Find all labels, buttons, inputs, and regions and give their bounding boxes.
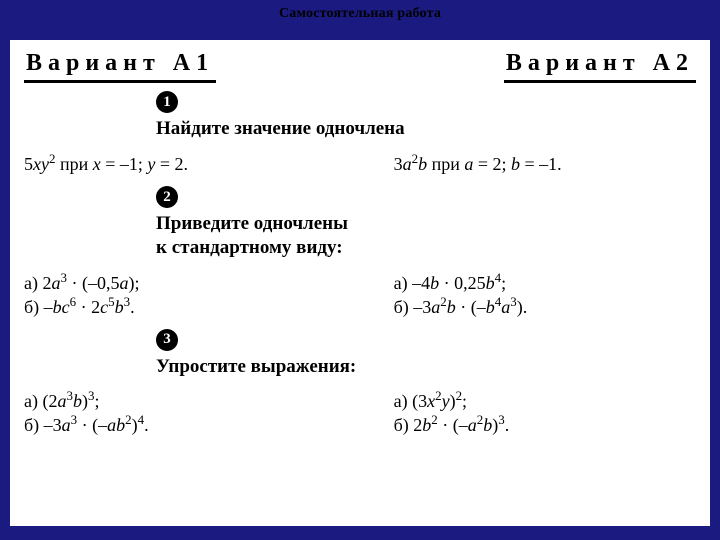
variant-right-title: Вариант А2	[504, 48, 696, 83]
section-1-right: 3a2b при a = 2; b = –1.	[394, 151, 696, 178]
expr: 3a2b при a = 2; b = –1.	[394, 154, 696, 175]
section-2-question: Приведите одночленык стандартному виду:	[156, 212, 696, 260]
section-3-left: а) (2a3b)3; б) –3a3 · (–ab2)4.	[24, 388, 394, 439]
variant-row: Вариант А1 Вариант А2	[24, 48, 696, 83]
section-3-marker: 3	[156, 329, 178, 351]
expr: а) (3x2y)2;	[394, 391, 696, 412]
expr: б) –bc6 · 2c5b3.	[24, 297, 394, 318]
section-2: 2 Приведите одночленык стандартному виду…	[24, 184, 696, 321]
slide-title: Самостоятельная работа	[279, 6, 441, 21]
worksheet-sheet: Вариант А1 Вариант А2 1 Найдите значение…	[10, 40, 710, 526]
section-1: 1 Найдите значение одночлена 5xy2 при x …	[24, 89, 696, 178]
expr: а) –4b · 0,25b4;	[394, 273, 696, 294]
expr: б) –3a3 · (–ab2)4.	[24, 415, 394, 436]
section-1-question: Найдите значение одночлена	[156, 117, 696, 141]
expr: 5xy2 при x = –1; y = 2.	[24, 154, 394, 175]
section-1-body: 5xy2 при x = –1; y = 2. 3a2b при a = 2; …	[24, 151, 696, 178]
expr: а) (2a3b)3;	[24, 391, 394, 412]
section-1-marker: 1	[156, 91, 178, 113]
variant-left-title: Вариант А1	[24, 48, 216, 83]
section-3: 3 Упростите выражения: а) (2a3b)3; б) –3…	[24, 327, 696, 440]
expr: б) –3a2b · (–b4a3).	[394, 297, 696, 318]
expr: а) 2a3 · (–0,5a);	[24, 273, 394, 294]
slide-container: Самостоятельная работа Вариант А1 Вариан…	[0, 0, 720, 540]
section-1-left: 5xy2 при x = –1; y = 2.	[24, 151, 394, 178]
section-2-right: а) –4b · 0,25b4; б) –3a2b · (–b4a3).	[394, 270, 696, 321]
section-2-left: а) 2a3 · (–0,5a); б) –bc6 · 2c5b3.	[24, 270, 394, 321]
section-3-right: а) (3x2y)2; б) 2b2 · (–a2b)3.	[394, 388, 696, 439]
section-3-question: Упростите выражения:	[156, 355, 696, 379]
slide-header: Самостоятельная работа	[0, 0, 720, 40]
expr: б) 2b2 · (–a2b)3.	[394, 415, 696, 436]
section-3-body: а) (2a3b)3; б) –3a3 · (–ab2)4. а) (3x2y)…	[24, 388, 696, 439]
section-2-marker: 2	[156, 186, 178, 208]
section-2-body: а) 2a3 · (–0,5a); б) –bc6 · 2c5b3. а) –4…	[24, 270, 696, 321]
